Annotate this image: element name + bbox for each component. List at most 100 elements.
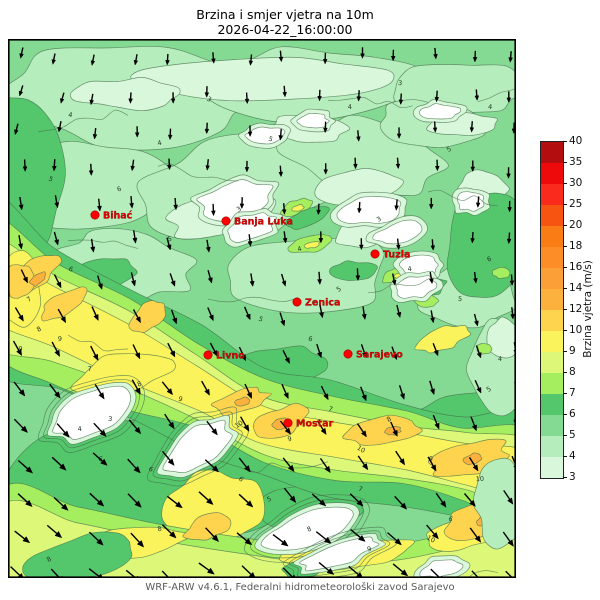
wind-arrow-shaft: [279, 312, 284, 322]
wind-arrow-head: [51, 59, 57, 65]
contour-label: 4: [297, 245, 303, 254]
wind-arrow: [165, 53, 170, 66]
wind-arrow: [201, 380, 210, 396]
wind-map: 3 4 4 5 4 3 5 4 5 6 5 3 4 5 6 7 4 5 6 3 5 6 8 9 7 8 9 10 9 10 9 10 8 7 6 5 6…: [8, 39, 516, 578]
contour-label: 6: [308, 335, 313, 344]
wind-arrow-shaft: [360, 386, 365, 396]
wind-arrow: [161, 381, 173, 396]
wind-arrow-shaft: [471, 570, 480, 578]
wind-arrow: [353, 157, 358, 170]
contour-region: [414, 325, 472, 354]
wind-arrow-head: [166, 244, 172, 251]
wind-arrow-head: [284, 357, 290, 365]
wind-arrow-head: [243, 465, 251, 473]
colorbar-tick: [563, 371, 567, 373]
wind-arrow-head: [96, 205, 102, 212]
colorbar-label: Brzina vjetra (m/s): [582, 260, 594, 358]
wind-arrow-head: [54, 530, 63, 539]
wind-arrow: [12, 340, 23, 357]
wind-arrow: [167, 342, 176, 358]
wind-arrow: [13, 418, 29, 433]
wind-arrow-head: [133, 59, 139, 66]
wind-arrow: [322, 52, 328, 65]
wind-arrow: [318, 231, 324, 244]
colorbar-tick: [563, 350, 567, 352]
colorbar-tick-label: 10: [569, 324, 583, 336]
wind-arrow: [357, 202, 362, 214]
wind-arrow-head: [284, 427, 292, 435]
wind-arrow-head: [249, 280, 255, 288]
colorbar-tick-label: 25: [569, 198, 583, 210]
wind-arrow-shaft: [53, 53, 56, 60]
wind-arrow-shaft: [432, 342, 437, 352]
wind-arrow-head: [287, 464, 295, 473]
wind-arrow: [131, 379, 141, 395]
wind-arrow-shaft: [209, 342, 216, 352]
wind-arrow-head: [358, 534, 366, 542]
wind-arrow-shaft: [94, 384, 102, 395]
wind-arrow: [161, 524, 177, 539]
wind-arrow: [17, 459, 34, 474]
wind-arrow-head: [245, 500, 254, 508]
wind-arrow-shaft: [91, 306, 97, 316]
wind-arrow-shaft: [282, 349, 288, 359]
wind-arrow-head: [318, 312, 324, 319]
contour-label: 10: [475, 475, 484, 484]
wind-arrow: [14, 123, 19, 136]
wind-arrow-shaft: [468, 457, 476, 467]
city-marker: Livno: [203, 350, 245, 362]
wind-arrow-head: [324, 465, 331, 474]
contour-label: 6: [116, 185, 123, 194]
wind-arrow-shaft: [53, 231, 58, 241]
wind-arrow: [164, 413, 175, 430]
city-label: Zenica: [305, 298, 340, 309]
wind-arrow-shaft: [282, 457, 291, 468]
wind-arrow-shaft: [90, 345, 97, 356]
wind-arrow: [395, 450, 406, 466]
wind-arrow: [318, 304, 324, 319]
wind-arrow: [129, 196, 134, 209]
city-dot: [203, 350, 213, 360]
wind-arrow-head: [278, 135, 283, 141]
wind-arrow-head: [132, 237, 138, 244]
contour-region: [43, 379, 140, 449]
wind-arrow-shaft: [20, 47, 24, 55]
wind-arrow: [429, 197, 434, 210]
wind-arrow-head: [323, 127, 328, 134]
wind-arrow-head: [470, 238, 475, 244]
colorbar-tick-label: 4: [569, 450, 576, 462]
wind-arrow: [280, 273, 287, 287]
wind-arrow-shaft: [90, 238, 94, 248]
contour-region: [336, 196, 402, 224]
wind-arrow-head: [400, 569, 409, 577]
wind-arrow: [20, 269, 28, 284]
contour-region: [52, 385, 132, 440]
contour-label: 7: [25, 295, 33, 304]
wind-arrow: [132, 230, 138, 244]
wind-arrow-head: [355, 275, 361, 282]
wind-arrow-shaft: [395, 450, 403, 461]
wind-arrow: [323, 163, 328, 175]
wind-arrow: [507, 200, 512, 213]
wind-arrow: [474, 380, 482, 394]
wind-arrow: [211, 203, 216, 217]
wind-arrow-head: [353, 163, 358, 170]
wind-arrow-shaft: [206, 420, 215, 431]
wind-arrow-shaft: [394, 495, 404, 506]
wind-arrow-shaft: [51, 341, 58, 352]
wind-arrow: [470, 160, 476, 173]
wind-arrow-shaft: [161, 381, 170, 391]
wind-arrow-head: [92, 134, 98, 140]
contour-label: 10: [233, 419, 244, 430]
wind-arrow: [361, 306, 367, 321]
wind-arrow-head: [245, 313, 251, 321]
wind-arrow: [282, 231, 288, 244]
wind-arrow-head: [359, 244, 364, 251]
contour-label: 3: [398, 79, 403, 87]
contour-label: 9: [287, 435, 293, 444]
wind-arrow: [502, 531, 514, 547]
wind-arrow-head: [506, 173, 511, 179]
wind-arrow-head: [16, 348, 23, 357]
wind-arrow: [316, 420, 327, 436]
wind-arrow: [472, 50, 478, 63]
